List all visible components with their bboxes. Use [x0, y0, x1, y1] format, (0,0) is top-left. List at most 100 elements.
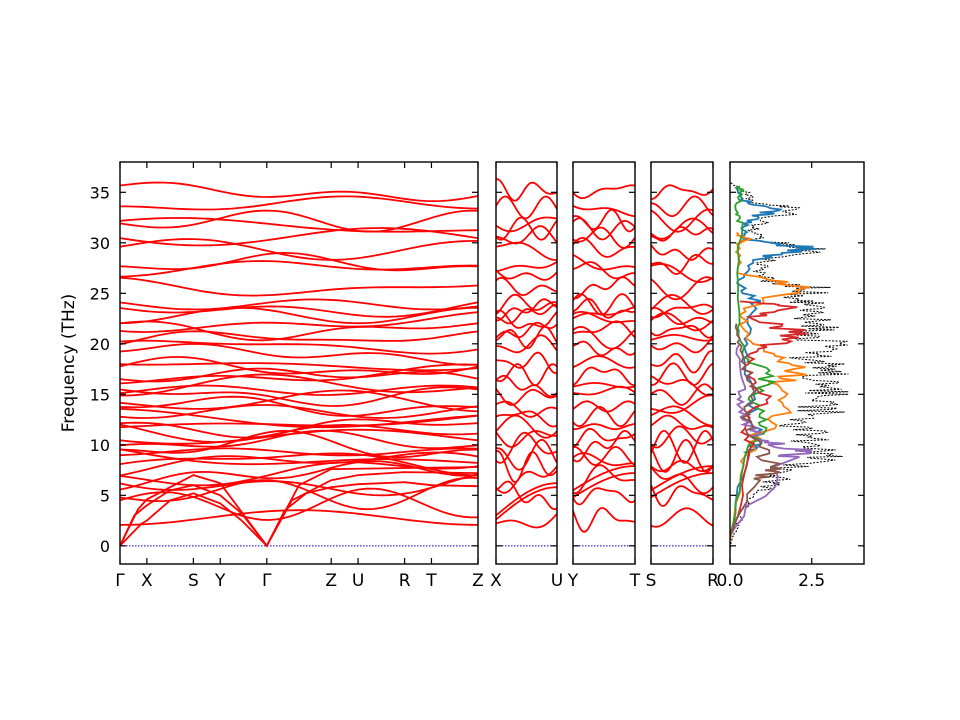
- band: [573, 400, 635, 413]
- band: [651, 438, 713, 473]
- y-tick-label: 35: [90, 183, 110, 202]
- band: [120, 362, 478, 372]
- band: [120, 386, 478, 407]
- band: [120, 330, 478, 346]
- x-tick-label: Z: [325, 571, 337, 591]
- x-tick-label: Y: [214, 571, 226, 591]
- band: [573, 204, 635, 218]
- band: [651, 307, 713, 325]
- band: [651, 276, 713, 301]
- band: [573, 261, 635, 280]
- x-tick-label: X: [490, 571, 502, 591]
- band: [496, 410, 557, 428]
- band: [651, 466, 713, 495]
- panel-frame: [572, 161, 636, 565]
- dos-frame: [729, 161, 865, 565]
- band: [120, 473, 478, 497]
- dos-panel: 0.0 2.5: [716, 161, 865, 591]
- x-tick-label: X: [141, 571, 153, 591]
- band: [496, 480, 557, 511]
- band: [496, 303, 557, 325]
- x-tick-label: Γ: [262, 571, 272, 591]
- band: [496, 195, 557, 220]
- band: [651, 405, 713, 427]
- y-tick-label: 5: [100, 486, 110, 505]
- band: [573, 355, 635, 369]
- band: [651, 303, 713, 319]
- y-tick-label: 20: [90, 335, 110, 354]
- band: [120, 260, 478, 278]
- band: [120, 384, 478, 396]
- panel-frame: [119, 161, 479, 565]
- band-lines: [573, 184, 635, 547]
- band: [496, 293, 557, 315]
- band: [120, 367, 478, 383]
- band: [120, 395, 478, 417]
- x-tick-label: Z: [472, 571, 484, 591]
- band: [651, 429, 713, 464]
- band: [496, 465, 557, 494]
- dos-total: [730, 181, 849, 551]
- band: [496, 450, 557, 484]
- band: [651, 484, 713, 507]
- band: [120, 320, 478, 342]
- band: [651, 217, 713, 240]
- band: [573, 276, 635, 300]
- band: [120, 209, 478, 233]
- acoustic-band: [651, 472, 713, 499]
- band: [120, 373, 478, 397]
- acoustic-band: [496, 482, 557, 517]
- band: [496, 241, 557, 261]
- band: [651, 375, 713, 397]
- band: [496, 388, 557, 406]
- band: [120, 342, 478, 366]
- band: [496, 325, 557, 350]
- band: [120, 181, 478, 203]
- band: [496, 216, 557, 233]
- band: [651, 226, 713, 242]
- band: [651, 383, 713, 406]
- band: [120, 476, 478, 511]
- acoustic-band: [496, 486, 557, 521]
- band: [120, 276, 478, 297]
- band: [496, 430, 557, 448]
- panel-frame: [650, 161, 714, 565]
- band: [120, 428, 478, 445]
- x-tick-label: U: [551, 571, 563, 591]
- band: [573, 423, 635, 431]
- band: [573, 325, 635, 350]
- band: [120, 509, 478, 526]
- band: [651, 350, 713, 374]
- y-tick-label: 0: [100, 537, 110, 556]
- band: [651, 253, 713, 276]
- band: [651, 336, 713, 354]
- band-lines: [651, 184, 713, 547]
- band: [573, 297, 635, 319]
- band: [573, 208, 635, 233]
- band: [120, 418, 478, 439]
- band: [573, 427, 635, 448]
- x-tick-label: Γ: [115, 571, 125, 591]
- band: [496, 276, 557, 297]
- band: [573, 366, 635, 387]
- band: [573, 487, 635, 506]
- band: [120, 238, 478, 261]
- band: [651, 507, 713, 528]
- band: [496, 178, 557, 202]
- band: [651, 263, 713, 284]
- dos-series-6: [730, 323, 784, 537]
- y-axis-label: Frequency (THz): [59, 294, 79, 433]
- band: [573, 381, 635, 389]
- x-tick-label: T: [425, 571, 437, 591]
- x-tick-label: R: [707, 571, 719, 591]
- band: [496, 269, 557, 281]
- band: [651, 312, 713, 332]
- band: [573, 405, 635, 428]
- band: [651, 195, 713, 217]
- band: [496, 431, 557, 464]
- band: [496, 225, 557, 245]
- acoustic-band: [120, 466, 478, 548]
- band: [120, 217, 478, 233]
